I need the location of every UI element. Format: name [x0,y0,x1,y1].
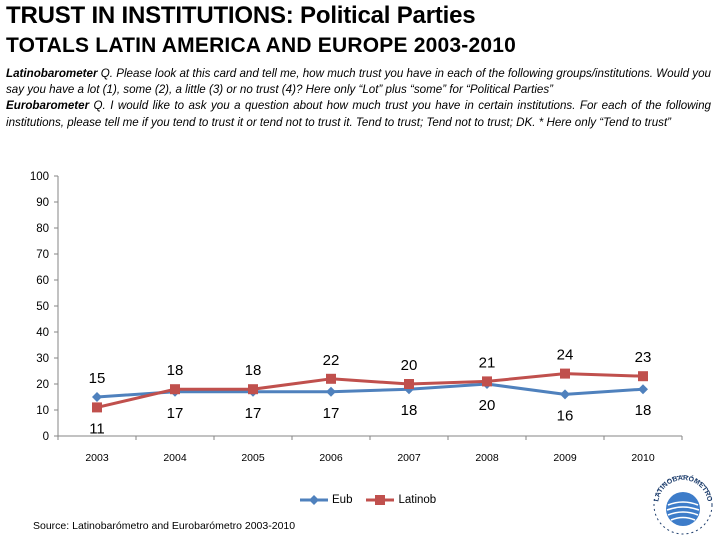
series-line-eub [96,382,644,399]
data-label-upper: 24 [557,347,574,364]
y-tick-label: 60 [36,275,49,287]
x-tick-label: 2004 [163,452,187,464]
x-tick-label: 2006 [319,452,343,464]
data-label-upper: 20 [401,357,418,374]
y-tick-label: 90 [36,197,49,209]
data-point-latinob [560,368,570,379]
data-point-latinob [248,384,258,395]
data-label-lower: 17 [323,405,340,422]
data-label-upper: 22 [323,352,340,369]
data-label-lower: 18 [635,402,652,419]
euro-label: Eurobarometer [6,99,90,113]
data-point-latinob [638,371,648,382]
data-label-upper: 23 [635,349,652,366]
series-line-latinob [96,372,644,409]
data-point-latinob [92,402,102,413]
y-tick-label: 100 [30,171,49,183]
chart-legend: Eub Latinob [300,494,450,506]
data-point-latinob [170,384,180,395]
data-label-lower: 16 [557,407,574,424]
legend-item-latinob: Latinob [366,494,436,506]
x-tick-label: 2010 [631,452,655,464]
x-tick-label: 2005 [241,452,265,464]
chart-title: TRUST IN INSTITUTIONS: Political Parties [6,2,476,29]
x-tick-label: 2003 [85,452,109,464]
data-label-upper: 18 [245,362,262,379]
data-label-lower: 17 [167,405,184,422]
data-label-lower: 20 [479,397,496,414]
y-tick-label: 50 [36,301,49,313]
legend-eub-label: Eub [332,494,353,506]
y-tick-label: 30 [36,353,49,365]
y-tick-label: 80 [36,223,49,235]
data-label-lower: 18 [401,402,418,419]
y-tick-label: 10 [36,405,49,417]
data-point-eub [92,392,102,402]
legend-eub-symbol [300,495,328,505]
latinobarometro-logo-icon: LATINOBARÓMETRO [653,474,713,535]
latino-question-text: Q. Please look at this card and tell me,… [6,67,711,97]
data-label-lower: 17 [245,405,262,422]
data-point-latinob [482,376,492,387]
line-chart: 0 10 20 30 40 50 60 70 80 90 100 2003 2004 2005 2006 20… [30,171,683,464]
y-tick-label: 40 [36,327,49,339]
data-label-lower: 11 [89,420,105,437]
euro-question-text: Q. I would like to ask you a question ab… [6,99,711,129]
data-label-upper: 15 [89,370,106,387]
y-tick-label: 20 [36,379,49,391]
question-note: Latinobarometer Q. Please look at this c… [6,66,711,131]
chart-subtitle: TOTALS LATIN AMERICA AND EUROPE 2003-201… [6,34,516,57]
data-point-latinob [404,379,414,389]
source-note: Source: Latinobarómetro and Eurobarómetr… [33,520,296,532]
data-label-upper: 21 [479,354,496,371]
x-tick-label: 2009 [553,452,577,464]
legend-latinob-label: Latinob [398,494,437,506]
data-point-eub [638,384,648,395]
y-tick-label: 70 [36,249,49,261]
data-point-latinob [326,373,336,384]
x-tick-label: 2008 [475,452,499,464]
latino-label: Latinobarometer [6,67,98,80]
x-tick-label: 2007 [397,452,421,464]
data-point-eub [326,386,336,397]
legend-item-eub: Eub [300,494,352,506]
data-label-upper: 18 [167,362,184,379]
data-point-eub [560,389,570,400]
y-tick-label: 0 [43,431,49,443]
legend-latinob-symbol [366,495,395,505]
